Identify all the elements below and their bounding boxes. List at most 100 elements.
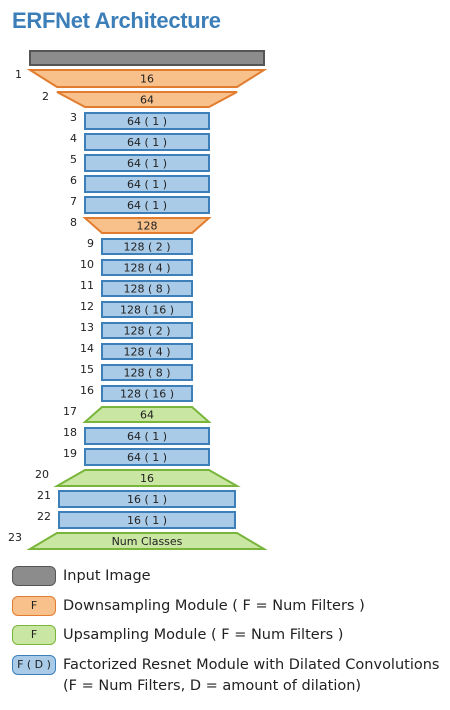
layer-label: 128 ( 8 ) bbox=[123, 367, 170, 380]
layer-label: 64 ( 1 ) bbox=[127, 430, 167, 443]
legend-input-swatch bbox=[12, 566, 56, 586]
layer-14: 128 ( 4 ) 14 bbox=[80, 342, 193, 360]
layer-block-fr bbox=[84, 427, 210, 445]
layer-block-fr bbox=[101, 322, 193, 339]
layer-block-fr bbox=[84, 196, 210, 214]
layer-label: 128 ( 4 ) bbox=[123, 346, 170, 359]
layer-label: 128 ( 16 ) bbox=[120, 388, 174, 401]
layer-11: 128 ( 8 ) 11 bbox=[80, 279, 193, 297]
layer-1: 16 1 bbox=[15, 68, 268, 88]
legend-down-swatch: F bbox=[12, 596, 56, 616]
layer-number: 14 bbox=[80, 342, 94, 355]
layer-number: 18 bbox=[63, 426, 77, 439]
layer-number: 23 bbox=[8, 531, 22, 544]
layer-label: 128 ( 4 ) bbox=[123, 262, 170, 275]
layer-number: 7 bbox=[70, 195, 77, 208]
layer-block-down bbox=[56, 91, 238, 108]
layer-label: 128 ( 2 ) bbox=[123, 325, 170, 338]
layer-number: 1 bbox=[15, 68, 22, 81]
layer-number: 22 bbox=[37, 510, 51, 523]
layer-number: 12 bbox=[80, 300, 94, 313]
layer-17: 64 17 bbox=[63, 405, 212, 423]
layer-label: 128 ( 2 ) bbox=[123, 241, 170, 254]
layer-label: 16 ( 1 ) bbox=[127, 514, 167, 527]
layer-label: Num Classes bbox=[112, 535, 183, 548]
layer-label: 64 ( 1 ) bbox=[127, 115, 167, 128]
layer-7: 64 ( 1 ) 7 bbox=[70, 195, 210, 214]
layer-23: Num Classes 23 bbox=[8, 531, 268, 550]
layer-number: 10 bbox=[80, 258, 94, 271]
layer-number: 9 bbox=[87, 237, 94, 250]
layer-number: 19 bbox=[63, 447, 77, 460]
layer-number: 20 bbox=[35, 468, 49, 481]
layer-block-fr bbox=[84, 154, 210, 172]
layer-block-down bbox=[82, 217, 212, 234]
layer-block-fr bbox=[84, 112, 210, 130]
layer-input bbox=[29, 50, 265, 66]
layer-block-fr bbox=[84, 448, 210, 466]
legend-up-text: Upsampling Module ( F = Num Filters ) bbox=[63, 627, 344, 643]
layer-block-input bbox=[29, 50, 265, 66]
layer-label: 128 bbox=[137, 220, 158, 233]
layer-block-fr bbox=[84, 133, 210, 151]
layer-label: 64 bbox=[140, 409, 154, 422]
layer-block-fr bbox=[84, 175, 210, 193]
layer-number: 11 bbox=[80, 279, 94, 292]
layer-18: 64 ( 1 ) 18 bbox=[63, 426, 210, 445]
layer-label: 64 ( 1 ) bbox=[127, 157, 167, 170]
layer-number: 4 bbox=[70, 132, 77, 145]
layer-label: 64 ( 1 ) bbox=[127, 178, 167, 191]
layer-4: 64 ( 1 ) 4 bbox=[70, 132, 210, 151]
layer-number: 6 bbox=[70, 174, 77, 187]
layer-block-fr bbox=[101, 238, 193, 255]
layer-block-up bbox=[82, 406, 212, 423]
layer-9: 128 ( 2 ) 9 bbox=[87, 237, 193, 255]
layer-block-fr bbox=[101, 364, 193, 381]
legend-up-swatch: F bbox=[12, 625, 56, 645]
layer-block-up bbox=[26, 532, 268, 550]
layer-number: 17 bbox=[63, 405, 77, 418]
layer-block-fr bbox=[58, 490, 236, 508]
layer-2: 64 2 bbox=[42, 90, 238, 108]
layer-label: 16 bbox=[140, 472, 154, 485]
layer-number: 2 bbox=[42, 90, 49, 103]
layer-5: 64 ( 1 ) 5 bbox=[70, 153, 210, 172]
layer-13: 128 ( 2 ) 13 bbox=[80, 321, 193, 339]
layer-8: 128 8 bbox=[70, 216, 212, 234]
legend-input-text: Input Image bbox=[63, 568, 151, 584]
layer-label: 128 ( 16 ) bbox=[120, 304, 174, 317]
layer-block-fr bbox=[101, 280, 193, 297]
layer-15: 128 ( 8 ) 15 bbox=[80, 363, 193, 381]
layer-label: 128 ( 8 ) bbox=[123, 283, 170, 296]
layer-block-fr bbox=[101, 259, 193, 276]
layer-19: 64 ( 1 ) 19 bbox=[63, 447, 210, 466]
layer-21: 16 ( 1 ) 21 bbox=[37, 489, 236, 508]
layer-16: 128 ( 16 ) 16 bbox=[80, 384, 193, 402]
layer-22: 16 ( 1 ) 22 bbox=[37, 510, 236, 529]
layer-number: 15 bbox=[80, 363, 94, 376]
layer-3: 64 ( 1 ) 3 bbox=[70, 111, 210, 130]
layer-number: 16 bbox=[80, 384, 94, 397]
layer-label: 16 bbox=[140, 73, 154, 86]
layer-label: 64 ( 1 ) bbox=[127, 451, 167, 464]
layer-number: 13 bbox=[80, 321, 94, 334]
layer-12: 128 ( 16 ) 12 bbox=[80, 300, 193, 318]
layer-number: 21 bbox=[37, 489, 51, 502]
layer-block-down bbox=[26, 69, 268, 88]
layer-block-fr bbox=[101, 385, 193, 402]
layer-block-fr bbox=[101, 343, 193, 360]
layer-block-up bbox=[53, 469, 241, 487]
layer-number: 5 bbox=[70, 153, 77, 166]
legend-fr-swatch: F ( D ) bbox=[12, 655, 56, 675]
layer-block-fr bbox=[101, 301, 193, 318]
layer-label: 64 ( 1 ) bbox=[127, 136, 167, 149]
layer-6: 64 ( 1 ) 6 bbox=[70, 174, 210, 193]
layer-number: 3 bbox=[70, 111, 77, 124]
layer-label: 64 ( 1 ) bbox=[127, 199, 167, 212]
legend-down-text: Downsampling Module ( F = Num Filters ) bbox=[63, 598, 365, 614]
legend-fr-text2: (F = Num Filters, D = amount of dilation… bbox=[63, 678, 362, 694]
legend-fr-text: Factorized Resnet Module with Dilated Co… bbox=[63, 657, 440, 673]
layer-number: 8 bbox=[70, 216, 77, 229]
layer-label: 16 ( 1 ) bbox=[127, 493, 167, 506]
